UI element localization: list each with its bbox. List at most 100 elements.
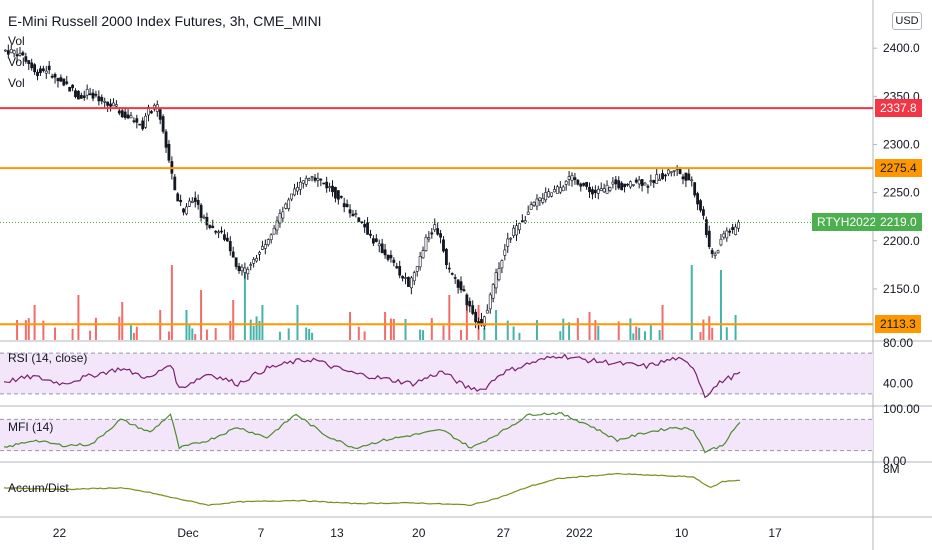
candle-body	[424, 236, 428, 251]
candle-body	[176, 193, 180, 202]
candle-body	[336, 190, 340, 200]
volume-bar	[562, 318, 565, 340]
candle-body	[415, 266, 419, 272]
volume-bar	[357, 326, 360, 340]
candle-body	[135, 118, 139, 123]
candle-body	[398, 266, 402, 276]
indicator-tick-label: 8M	[883, 462, 900, 476]
candle-body	[687, 173, 691, 181]
candle-body	[39, 68, 42, 73]
volume-bar	[465, 300, 468, 340]
candle-body	[588, 186, 591, 193]
candle-body	[82, 95, 86, 98]
candle-body	[541, 198, 545, 203]
candle-body	[164, 131, 168, 148]
candle-body	[33, 64, 37, 73]
candle-body	[196, 199, 200, 205]
candle-body	[380, 243, 384, 254]
volume-bar	[594, 320, 597, 340]
candle-body	[383, 249, 387, 256]
candle-body	[301, 180, 305, 184]
volume-bar	[635, 326, 638, 340]
candle-body	[109, 103, 112, 107]
volume-bar	[638, 327, 641, 340]
volume-bar	[442, 325, 445, 340]
candle-body	[231, 251, 235, 258]
candle-body	[710, 250, 714, 254]
volume-bar	[194, 333, 197, 340]
volume-bar	[448, 295, 451, 340]
indicator-band	[0, 353, 873, 394]
candle-body	[77, 90, 80, 100]
volume-bar	[229, 320, 232, 340]
candle-body	[456, 279, 460, 288]
candle-body	[325, 181, 329, 189]
volume-bar	[422, 330, 425, 340]
x-tick-label: 22	[53, 526, 67, 540]
candle-body	[97, 96, 101, 102]
candle-body	[132, 120, 136, 123]
candle-body	[190, 200, 194, 203]
volume-bar	[94, 317, 97, 340]
candle-body	[666, 169, 670, 175]
candle-body	[371, 238, 375, 244]
candle-body	[246, 268, 250, 275]
candle-body	[427, 237, 431, 240]
candle-body	[474, 311, 478, 323]
candle-body	[53, 74, 57, 78]
candle-body	[161, 116, 165, 132]
candle-body	[310, 176, 314, 178]
candle-body	[313, 177, 317, 181]
volume-bar	[188, 325, 191, 340]
candle-body	[114, 104, 118, 107]
candle-body	[284, 203, 288, 209]
candle-body	[59, 77, 63, 82]
candle-body	[573, 177, 577, 180]
volume-bar	[518, 332, 521, 340]
volume-bar	[389, 318, 392, 340]
candle-body	[401, 276, 405, 279]
volume-bar	[167, 331, 170, 340]
level-lines[interactable]	[0, 107, 873, 326]
y-tick-label: 2250.0	[883, 186, 920, 200]
candle-body	[672, 170, 676, 172]
candle-body	[21, 52, 25, 56]
mfi-label[interactable]: MFI (14)	[8, 420, 54, 434]
candle-body	[249, 264, 253, 266]
rsi-label[interactable]: RSI (14, close)	[8, 351, 88, 365]
volume-bar	[699, 331, 702, 340]
chart-title[interactable]: E-Mini Russell 2000 Index Futures, 3h, C…	[8, 13, 322, 29]
candle-body	[9, 49, 13, 54]
candle-body	[713, 253, 717, 256]
indicator-tick-label: 0.00	[883, 454, 907, 468]
candle-body	[570, 175, 574, 181]
currency-badge[interactable]: USD	[892, 12, 922, 30]
candle-body	[223, 234, 226, 240]
candle-body	[237, 265, 241, 272]
volume-bar	[33, 305, 36, 340]
candle-body	[41, 68, 45, 71]
candle-body	[158, 109, 162, 120]
candle-body	[211, 225, 215, 229]
candle-body	[722, 233, 726, 238]
candle-body	[407, 276, 410, 287]
candle-body	[278, 213, 282, 224]
candle-body	[652, 179, 656, 184]
level-price-tag: 2275.4	[875, 159, 922, 178]
candle-body	[596, 189, 600, 194]
candle-body	[544, 192, 548, 201]
candle-body	[491, 284, 495, 299]
vol-label: Vol	[8, 55, 25, 69]
candle-body	[225, 237, 229, 242]
candle-body	[351, 213, 355, 217]
volume-bar	[24, 320, 27, 340]
candle-body	[363, 223, 367, 228]
candle-body	[643, 182, 647, 186]
candle-body	[430, 232, 434, 235]
volume-bar	[734, 315, 737, 340]
volume-bar	[54, 327, 57, 340]
accum-dist-label[interactable]: Accum/Dist	[8, 481, 69, 495]
candle-body	[296, 187, 299, 192]
